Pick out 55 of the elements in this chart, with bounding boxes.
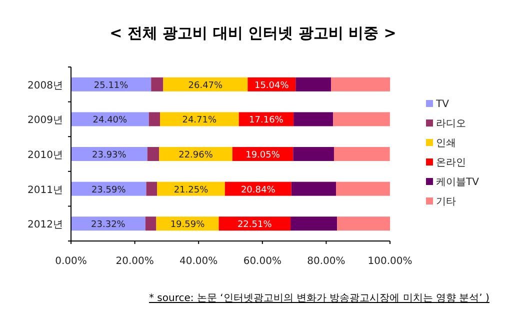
bar <box>294 112 334 126</box>
data-label: 24.71% <box>182 116 218 126</box>
bar <box>296 77 332 92</box>
data-label: 20.84% <box>240 185 276 196</box>
bar <box>146 182 158 196</box>
bar <box>336 182 390 196</box>
data-label: 25.11% <box>94 80 129 91</box>
legend-label: 온라인 <box>436 158 466 168</box>
bar <box>218 216 291 231</box>
bar <box>331 77 390 92</box>
x-tick-label: 60.00% <box>243 256 282 267</box>
data-label: 19.05% <box>246 150 280 160</box>
chart-title: < 전체 광고비 대비 인터넷 광고비 비중 > <box>110 24 396 42</box>
y-tick-label: 2011년 <box>28 184 63 196</box>
bar <box>147 147 160 161</box>
y-tick-label: 2012년 <box>28 220 63 231</box>
bar <box>148 112 160 126</box>
data-label: 21.25% <box>174 185 209 196</box>
text: * source: 논문 ‘인터넷광고비의 변화가 방송광고시장에 미치는 영향 분석’ ) <box>149 293 490 304</box>
data-label: 23.59% <box>91 185 126 196</box>
data-label: 22.51% <box>237 220 272 230</box>
y-tick-label: 2008년 <box>28 80 63 92</box>
bar <box>71 112 149 126</box>
x-tick-label: 80.00% <box>307 256 346 267</box>
x-tick-label: 40.00% <box>180 256 218 267</box>
data-label: 23.93% <box>92 150 127 160</box>
data-label: 19.59% <box>170 220 206 230</box>
y-tick-label: 2009년 <box>28 115 63 126</box>
bar <box>145 216 156 231</box>
bar <box>160 112 239 126</box>
data-label: 22.96% <box>178 150 214 160</box>
y-tick-label: 2010년 <box>28 150 63 161</box>
bar <box>337 216 390 231</box>
legend-label: TV <box>435 99 450 110</box>
legend-label: 기타 <box>436 196 456 208</box>
data-label: 26.47% <box>188 80 224 91</box>
bar <box>293 147 334 161</box>
data-label: 23.32% <box>91 220 126 230</box>
x-tick-label: 20.00% <box>116 256 154 267</box>
data-label: 15.04% <box>254 80 290 91</box>
legend-label: 인쇄 <box>436 138 456 149</box>
legend-label: 케이블TV <box>436 177 480 188</box>
bar <box>163 77 248 92</box>
bar <box>291 182 336 196</box>
legend-label: 라디오 <box>436 118 466 130</box>
x-tick-label: 0.00% <box>55 256 87 267</box>
data-label: 17.16% <box>249 116 284 126</box>
data-label: 24.40% <box>92 116 128 126</box>
x-tick-label: 100.00% <box>368 256 412 267</box>
bar <box>71 77 152 92</box>
bar <box>333 112 390 126</box>
bar <box>151 77 164 92</box>
bar <box>334 147 390 161</box>
bar <box>290 216 338 231</box>
bar <box>157 182 225 196</box>
